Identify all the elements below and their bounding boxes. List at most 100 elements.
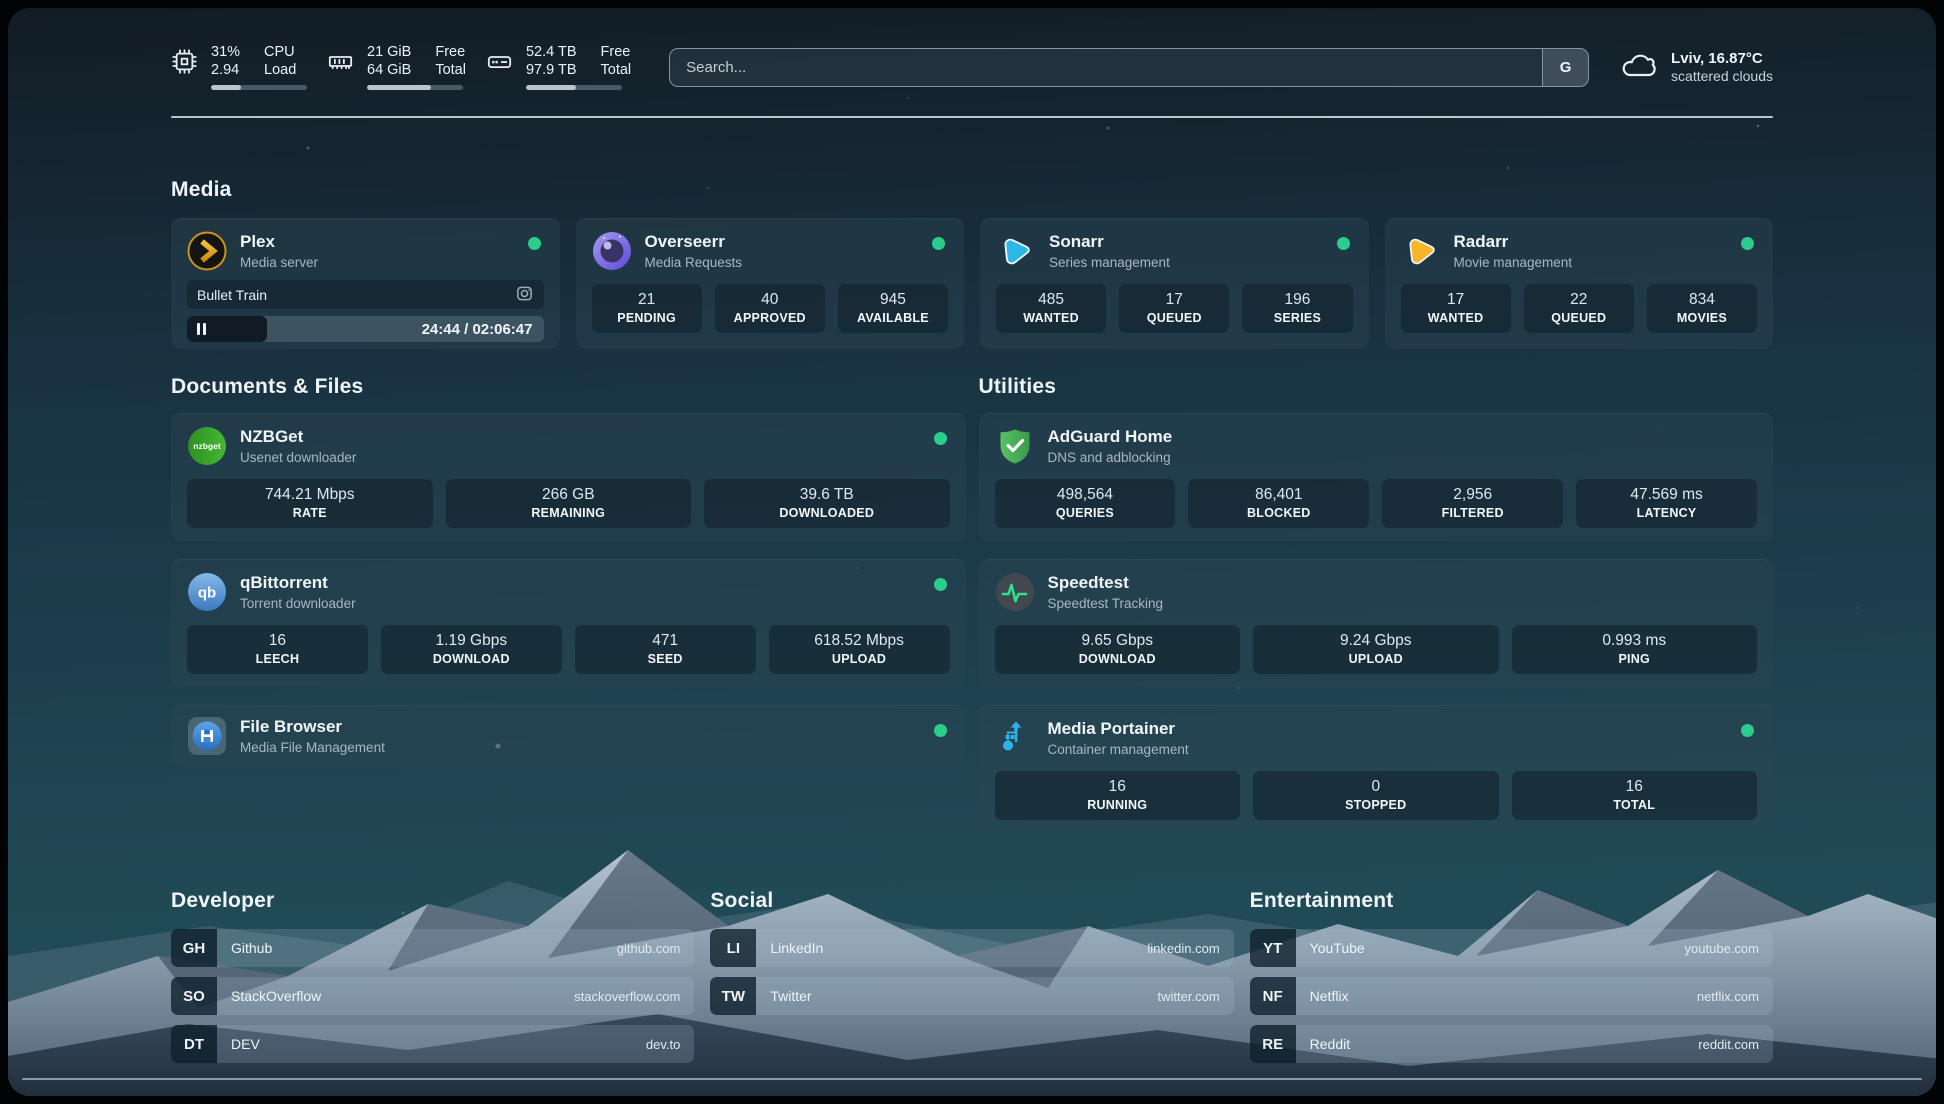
memory-free-value: 21 GiB [367, 44, 412, 60]
plex-icon [187, 231, 227, 271]
stat-tile: 9.24 Gbps UPLOAD [1253, 625, 1499, 674]
search-engine-button[interactable]: G [1542, 48, 1589, 86]
adguard-icon [995, 426, 1035, 466]
social-bookmarks: Social LI LinkedIn linkedin.com TW Twitte… [710, 889, 1234, 1073]
entertainment-bookmarks: Entertainment YT YouTube youtube.com NF N… [1249, 889, 1773, 1073]
app-subtitle: Movie management [1453, 255, 1573, 270]
stat-tile: 1.19 Gbps DOWNLOAD [380, 625, 562, 674]
stat-tile: 618.52 Mbps UPLOAD [768, 625, 950, 674]
disk-icon [486, 48, 513, 75]
app-subtitle: Usenet downloader [240, 450, 357, 465]
cpu-label-top: CPU [264, 44, 295, 60]
app-subtitle: Torrent downloader [240, 596, 356, 611]
status-dot [932, 237, 945, 250]
stat-tile: 2,956 FILTERED [1382, 479, 1564, 528]
weather-widget: Lviv, 16.87°C scattered clouds [1619, 49, 1773, 86]
plex-card[interactable]: Plex Media server Bullet Train [171, 218, 560, 349]
weather-location-temp: Lviv, 16.87°C [1671, 50, 1763, 67]
bookmark-stackoverflow[interactable]: SO StackOverflow stackoverflow.com [171, 977, 695, 1015]
app-subtitle: Media Requests [644, 255, 743, 270]
sonarr-icon [996, 231, 1036, 271]
stat-tile: 196 SERIES [1242, 284, 1353, 333]
stat-tile: 498,564 QUERIES [994, 479, 1176, 528]
stat-tile: 40 APPROVED [714, 284, 825, 333]
search-input[interactable] [670, 48, 1543, 86]
playback-time: 24:44 / 02:06:47 [421, 320, 533, 338]
overseerr-card[interactable]: Overseerr Media Requests 21 PENDING 40 APP… [575, 218, 964, 349]
bookmark-linkedin[interactable]: LI LinkedIn linkedin.com [710, 929, 1234, 967]
search-bar: G [669, 47, 1590, 87]
dashboard-screen: 31% 2.94 CPU Load [8, 8, 1936, 1096]
bookmark-twitter[interactable]: TW Twitter twitter.com [710, 977, 1234, 1015]
sonarr-card[interactable]: Sonarr Series management 485 WANTED 17 QUE… [980, 218, 1369, 349]
bookmark-abbr: RE [1249, 1025, 1296, 1063]
app-subtitle: Container management [1047, 742, 1189, 757]
adguard-card[interactable]: AdGuard Home DNS and adblocking 498,564 Q… [978, 413, 1773, 541]
bookmark-abbr: LI [710, 929, 757, 967]
cpu-load-value: 2.94 [211, 61, 240, 78]
developer-bookmarks: Developer GH Github github.com SO StackOv… [171, 889, 695, 1073]
header-divider [171, 116, 1773, 118]
filebrowser-icon [187, 716, 227, 756]
filebrowser-card[interactable]: File Browser Media File Management [171, 705, 966, 767]
app-name: NZBGet [240, 427, 304, 446]
app-name: AdGuard Home [1047, 427, 1173, 446]
radarr-card[interactable]: Radarr Movie management 17 WANTED 22 QUEUE… [1384, 218, 1773, 349]
svg-text:nzbget: nzbget [193, 441, 221, 451]
status-dot [1741, 237, 1754, 250]
app-subtitle: DNS and adblocking [1047, 450, 1171, 465]
system-stats: 31% 2.94 CPU Load [171, 44, 631, 90]
app-name: Media Portainer [1047, 719, 1176, 738]
bookmark-netflix[interactable]: NF Netflix netflix.com [1249, 977, 1773, 1015]
speedtest-card[interactable]: Speedtest Speedtest Tracking 9.65 Gbps DO… [978, 559, 1773, 687]
memory-progress-fill [367, 85, 432, 90]
speedtest-icon [995, 572, 1035, 612]
stat-tile: 485 WANTED [996, 284, 1107, 333]
stat-tile: 0 STOPPED [1253, 771, 1499, 820]
stat-tile: 47.569 ms LATENCY [1576, 479, 1757, 528]
disk-widget: 52.4 TB 97.9 TB Free Total [486, 44, 631, 90]
memory-widget: 21 GiB 64 GiB Free Total [327, 44, 466, 90]
cpu-percent: 31% [211, 44, 241, 60]
status-dot [933, 724, 947, 737]
disk-progress-fill [525, 85, 576, 90]
cpu-progress-bar [211, 85, 307, 90]
app-name: Plex [240, 232, 275, 251]
nzbget-card[interactable]: nzbget NZBGet Usenet downloader 744.21 M… [171, 413, 966, 541]
stat-tile: 17 WANTED [1400, 284, 1511, 333]
bookmark-dev[interactable]: DT DEV dev.to [171, 1025, 695, 1063]
bookmark-abbr: YT [1249, 929, 1296, 967]
media-camera-icon [515, 284, 534, 306]
app-name: qBittorrent [240, 573, 328, 592]
app-name: Sonarr [1049, 232, 1104, 251]
stat-tile: 22 QUEUED [1523, 284, 1634, 333]
cpu-icon [171, 48, 198, 75]
memory-icon [327, 48, 354, 75]
app-name: Speedtest [1047, 573, 1129, 592]
stat-tile: 9.65 Gbps DOWNLOAD [994, 625, 1240, 674]
app-name: File Browser [240, 717, 343, 736]
section-title-entertainment: Entertainment [1249, 889, 1394, 912]
bookmark-youtube[interactable]: YT YouTube youtube.com [1249, 929, 1773, 967]
section-title-utilities: Utilities [978, 375, 1057, 398]
bookmark-github[interactable]: GH Github github.com [171, 929, 695, 967]
app-name: Radarr [1453, 232, 1509, 251]
status-dot [933, 578, 947, 591]
cloud-icon [1619, 49, 1659, 86]
bookmark-abbr: NF [1249, 977, 1296, 1015]
portainer-card[interactable]: Media Portainer Container management 16 R… [978, 705, 1773, 833]
stat-tile: 16 TOTAL [1511, 771, 1757, 820]
app-subtitle: Speedtest Tracking [1047, 596, 1164, 611]
bookmark-reddit[interactable]: RE Reddit reddit.com [1249, 1025, 1773, 1063]
disk-label-bottom: Total [600, 61, 632, 78]
disk-progress-bar [525, 85, 622, 90]
qbittorrent-card[interactable]: qb qBittorrent Torrent downloader 16 LEEC… [171, 559, 966, 687]
memory-label-bottom: Total [435, 61, 466, 78]
stat-tile: 744.21 Mbps RATE [187, 479, 433, 528]
stat-tile: 945 AVAILABLE [837, 284, 949, 333]
stat-tile: 16 LEECH [187, 625, 368, 674]
stat-tile: 471 SEED [574, 625, 756, 674]
section-title-developer: Developer [171, 889, 275, 912]
status-dot [1741, 724, 1754, 737]
memory-total-value: 64 GiB [367, 61, 412, 78]
